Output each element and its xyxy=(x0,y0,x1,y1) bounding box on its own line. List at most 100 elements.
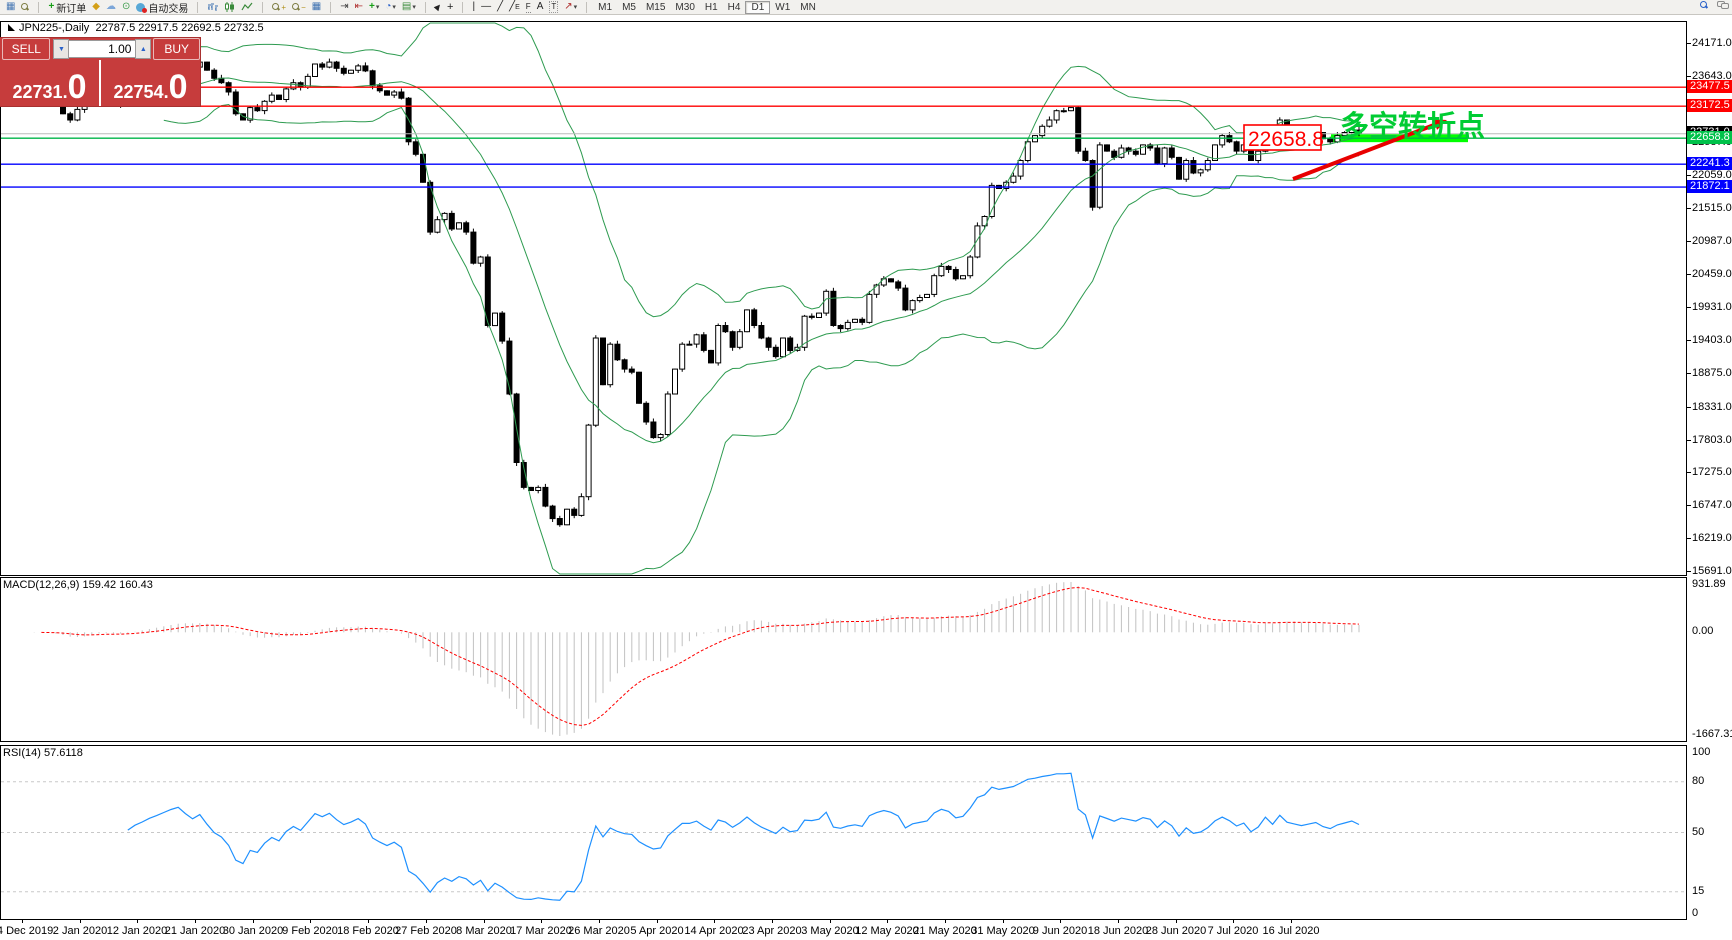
rsi-axis-label: 80 xyxy=(1692,775,1705,787)
autotrade-button[interactable]: 自动交易 xyxy=(133,1,191,15)
price-tick-label: 16747.0 xyxy=(1692,499,1732,511)
channel-icon[interactable]: ╱ E xyxy=(509,1,520,12)
trend-arrow xyxy=(1292,120,1441,181)
macd-pane[interactable] xyxy=(0,577,1687,742)
date-label: 26 Mar 2020 xyxy=(568,925,630,937)
chat-icon[interactable] xyxy=(1717,1,1729,12)
price-badge: 21872.1 xyxy=(1687,180,1732,193)
bar-chart-icon[interactable] xyxy=(204,1,221,14)
autotrade-icon xyxy=(136,2,148,13)
date-tick xyxy=(484,920,485,923)
trendline-icon[interactable]: ╱ xyxy=(497,1,504,12)
volume-input[interactable] xyxy=(69,40,136,58)
macd-axis-min: -1667.31 xyxy=(1692,728,1732,740)
arrows-icon[interactable]: ↗ ▾ xyxy=(564,1,578,12)
vertical-line-icon[interactable]: | xyxy=(472,1,476,12)
symbol-icon xyxy=(8,24,15,31)
turning-point-annotation: 多空转折点 xyxy=(1340,111,1486,143)
axis-tick xyxy=(1686,505,1691,506)
timeframe-M30[interactable]: M30 xyxy=(675,1,695,13)
date-label: 21 May 2020 xyxy=(913,925,977,937)
axis-tick xyxy=(1686,208,1691,209)
date-tick xyxy=(599,920,600,923)
volume-up-button[interactable]: ▲ xyxy=(135,39,152,59)
timeframe-M15[interactable]: M15 xyxy=(645,1,666,13)
cloud-icon[interactable]: ☁ xyxy=(106,1,116,12)
price-tick-label: 19403.0 xyxy=(1692,334,1732,346)
candlestick-icon[interactable] xyxy=(221,1,238,14)
auto-scroll-icon[interactable]: ⇤ xyxy=(354,1,363,12)
date-tick xyxy=(426,920,427,923)
date-tick xyxy=(945,920,946,923)
date-tick xyxy=(1233,920,1234,923)
price-badge: 23172.5 xyxy=(1687,99,1732,112)
chart-shift-icon[interactable]: ⇥ xyxy=(340,1,349,12)
timeframe-MN[interactable]: MN xyxy=(800,1,816,13)
date-tick xyxy=(368,920,369,923)
date-tick xyxy=(1060,920,1061,923)
date-label: 7 Jul 2020 xyxy=(1207,925,1259,937)
buy-price[interactable]: 22754. 0 xyxy=(113,68,188,106)
cursor-icon[interactable]: ▶ xyxy=(432,1,443,12)
axis-tick xyxy=(1686,175,1691,176)
tile-windows-icon[interactable]: ▦ xyxy=(311,1,322,12)
market-watch-icon[interactable] xyxy=(18,1,32,14)
svg-text:22658.8: 22658.8 xyxy=(1248,128,1324,151)
timeframe-H4[interactable]: H4 xyxy=(727,1,741,13)
line-chart-icon[interactable] xyxy=(238,1,256,14)
text-icon[interactable]: A xyxy=(536,1,544,12)
volume-down-button[interactable]: ▼ xyxy=(53,39,70,59)
bollinger-middle xyxy=(163,77,1360,444)
timeframe-D1[interactable]: D1 xyxy=(745,0,771,14)
price-tick-label: 22059.0 xyxy=(1692,169,1732,181)
sell-button[interactable]: SELL xyxy=(2,38,51,60)
price-chart-pane[interactable]: 22658.8 xyxy=(0,21,1687,576)
price-badge: 22241.3 xyxy=(1687,157,1732,170)
timeframe-clock-icon[interactable]: ◔ ▾ xyxy=(385,1,396,12)
timeframe-M1[interactable]: M1 xyxy=(598,1,613,13)
horizontal-line-icon[interactable]: — xyxy=(481,1,492,12)
chart-window-icon[interactable]: ▦ xyxy=(6,1,16,12)
chart-profile-icon[interactable]: ▤ ▾ xyxy=(401,1,416,12)
date-tick xyxy=(830,920,831,923)
zoom-in-icon[interactable]: + xyxy=(269,1,289,14)
fibonacci-icon[interactable]: F xyxy=(525,1,531,13)
date-tick xyxy=(887,920,888,923)
date-label: 18 Feb 2020 xyxy=(337,925,399,937)
date-label: 2 Jan 2020 xyxy=(52,925,108,937)
bollinger-upper xyxy=(163,22,1360,318)
date-label: 9 Feb 2020 xyxy=(282,925,338,937)
text-label-icon[interactable]: T xyxy=(549,1,559,13)
price-tick-label: 18331.0 xyxy=(1692,401,1732,413)
add-indicator-icon[interactable]: + ▾ xyxy=(368,1,380,12)
timeframe-group: M1 M5 M15 M30 H1 H4 D1 W1 MN xyxy=(590,0,824,14)
price-tick-label: 19931.0 xyxy=(1692,301,1732,313)
timeframe-M5[interactable]: M5 xyxy=(622,1,636,13)
date-label: 16 Jul 2020 xyxy=(1262,925,1320,937)
sell-price[interactable]: 22731. 0 xyxy=(12,68,87,106)
date-tick xyxy=(1291,920,1292,923)
zoom-out-icon[interactable]: − xyxy=(289,1,309,14)
buy-button[interactable]: BUY xyxy=(153,38,200,60)
rsi-pane[interactable] xyxy=(0,745,1687,920)
axis-tick xyxy=(1686,340,1691,341)
search-icon[interactable] xyxy=(1700,1,1709,12)
signal-icon[interactable]: ⊙ xyxy=(122,1,131,12)
date-tick xyxy=(310,920,311,923)
date-tick xyxy=(137,920,138,923)
new-order-label: 新订单 xyxy=(56,3,87,15)
timeframe-W1[interactable]: W1 xyxy=(775,1,791,13)
price-tick-label: 24171.0 xyxy=(1692,37,1732,49)
new-order-button[interactable]: + 新订单 xyxy=(45,1,89,15)
axis-tick xyxy=(1686,274,1691,275)
axis-tick xyxy=(1686,571,1691,572)
date-label: 23 Apr 2020 xyxy=(742,925,802,937)
date-tick xyxy=(253,920,254,923)
history-icon[interactable]: ◆ xyxy=(92,1,100,12)
rsi-axis-label: 15 xyxy=(1692,885,1705,897)
date-label: 30 Jan 2020 xyxy=(222,925,284,937)
axis-tick xyxy=(1686,307,1691,308)
date-label: 3 May 2020 xyxy=(801,925,859,937)
timeframe-H1[interactable]: H1 xyxy=(704,1,718,13)
crosshair-icon[interactable]: + xyxy=(447,1,454,13)
